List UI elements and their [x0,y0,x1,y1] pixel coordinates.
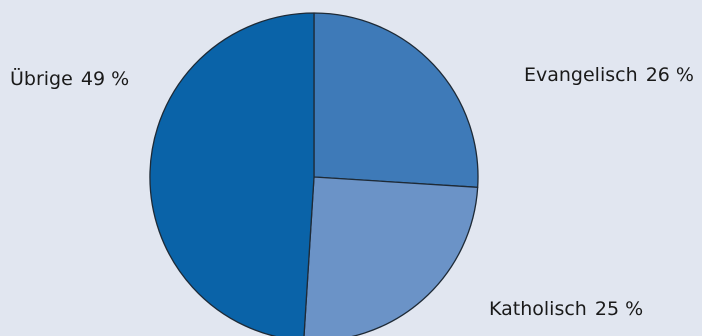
slice-value-uebrige: 49 % [80,68,130,90]
pie-slice-evangelisch [313,12,479,188]
slice-name-katholisch: Katholisch [489,298,587,320]
slice-name-evangelisch: Evangelisch [524,64,638,86]
pie-slices [149,12,479,336]
slice-value-katholisch: 25 % [594,298,644,320]
slice-label-katholisch: Katholisch 25 % [489,300,643,319]
pie-slice-brige [149,12,315,336]
slice-label-uebrige: Übrige 49 % [10,70,129,89]
slice-value-evangelisch: 26 % [645,64,694,86]
slice-name-uebrige: Übrige [10,68,73,90]
pie-slice-katholisch [303,176,479,336]
slice-label-evangelisch: Evangelisch 26 % [524,66,694,85]
